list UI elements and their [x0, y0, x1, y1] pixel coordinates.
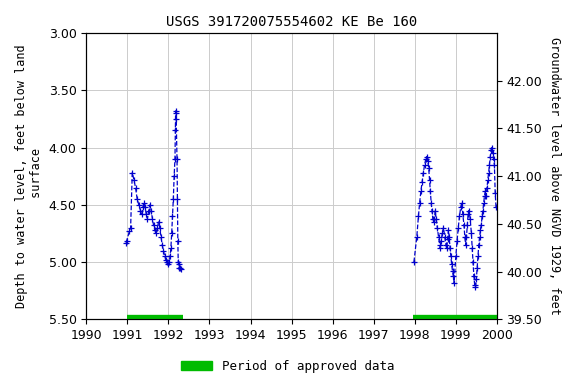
Y-axis label: Depth to water level, feet below land
 surface: Depth to water level, feet below land su…	[15, 45, 43, 308]
Title: USGS 391720075554602 KE Be 160: USGS 391720075554602 KE Be 160	[166, 15, 417, 29]
Legend: Period of approved data: Period of approved data	[176, 355, 400, 378]
Y-axis label: Groundwater level above NGVD 1929, feet: Groundwater level above NGVD 1929, feet	[548, 37, 561, 315]
